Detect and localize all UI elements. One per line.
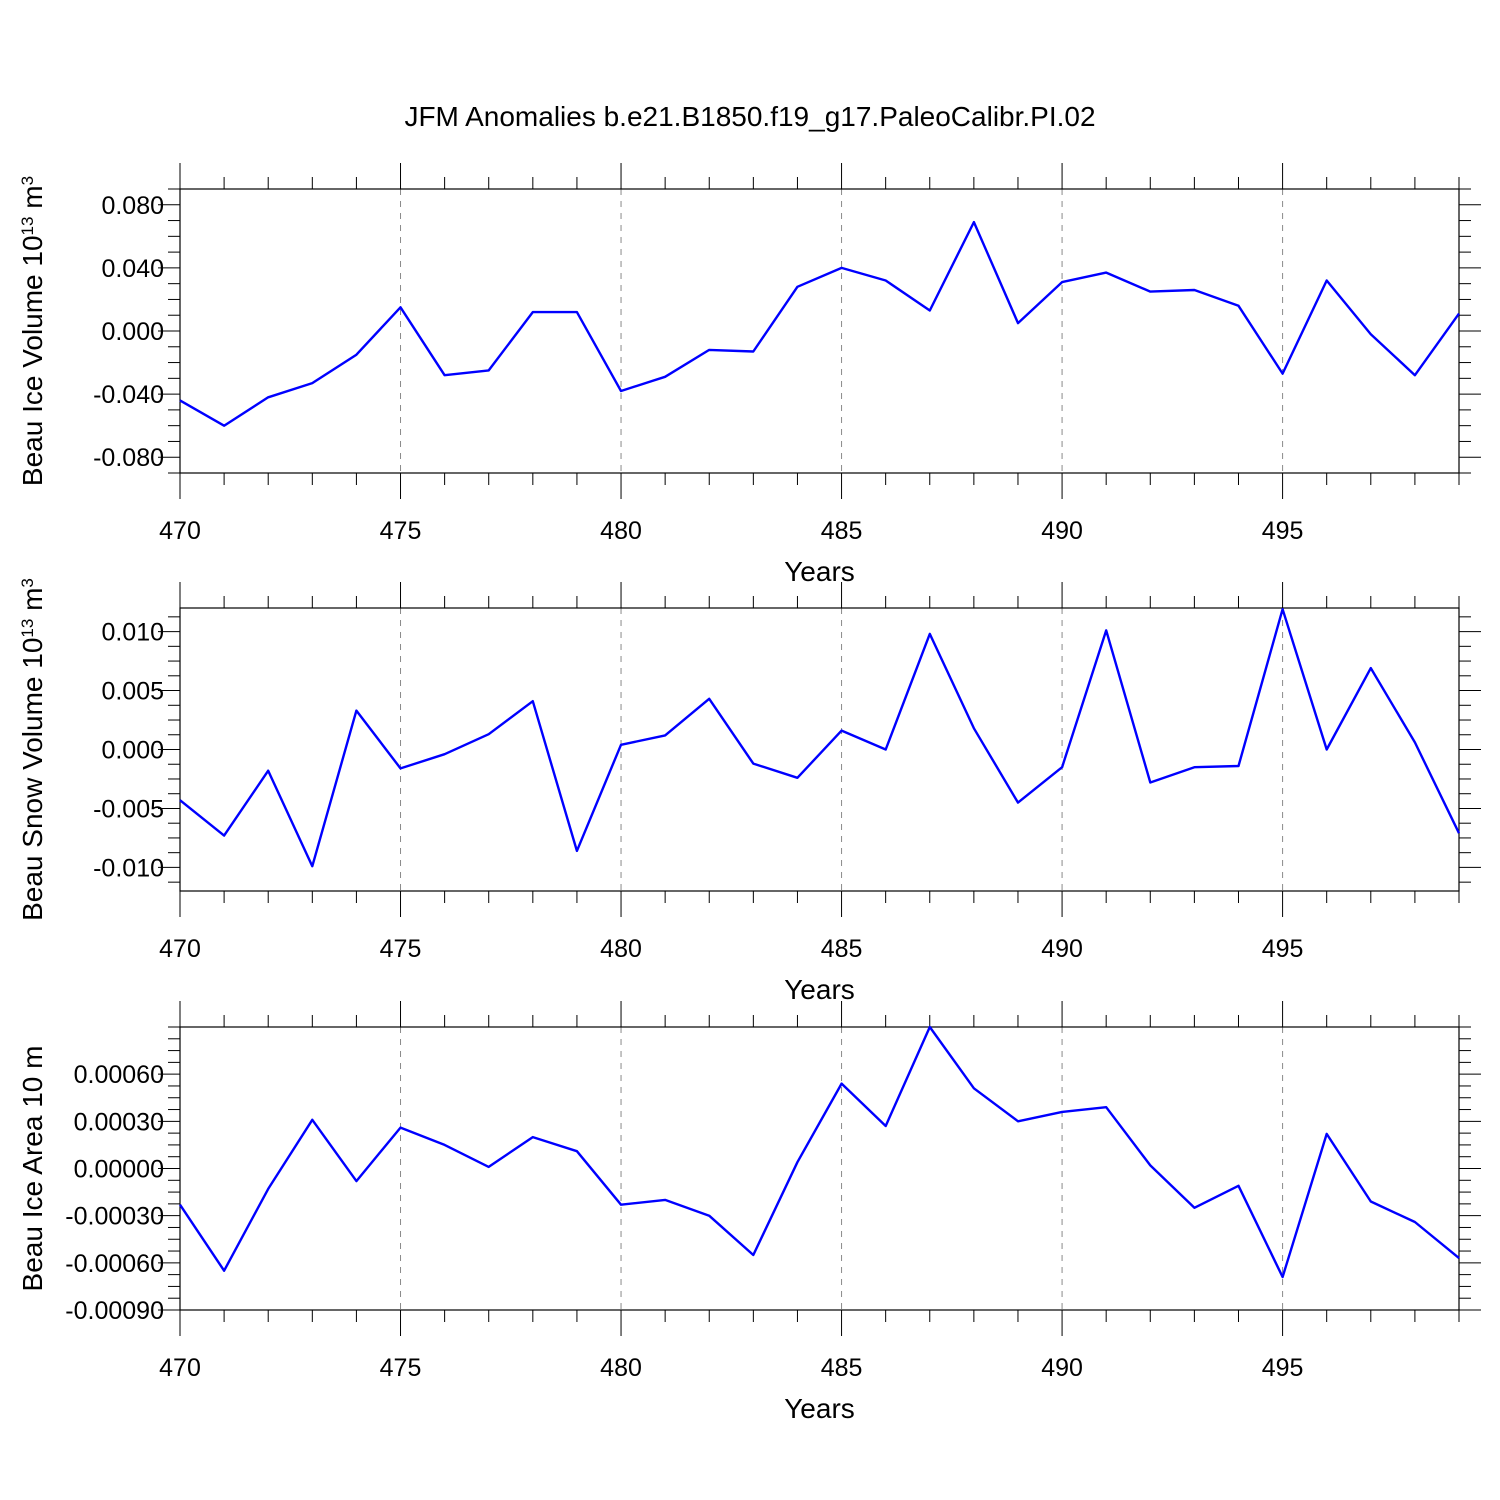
y-axis-label-superscript: 13	[18, 619, 37, 638]
y-tick-label: 0.00060	[74, 1061, 164, 1089]
y-axis-label-part: m	[17, 1046, 48, 1077]
y-axis-label-part: m	[17, 588, 48, 619]
y-tick-label: 0.000	[101, 737, 164, 765]
y-tick-label: 0.080	[101, 192, 164, 220]
y-axis-label-superscript: 3	[18, 176, 37, 185]
x-tick-label: 485	[821, 1354, 863, 1382]
x-axis-label: Years	[784, 974, 855, 1005]
x-axis-label: Years	[784, 1393, 855, 1424]
y-axis-label-group: Beau Ice Volume 1013 m3	[17, 176, 48, 486]
x-tick-label: 475	[380, 517, 422, 545]
y-tick-label: 0.040	[101, 255, 164, 283]
plot-frame	[179, 188, 1460, 474]
panels: 470 475 480 485 490 495 Years -0.080 -0.040 0.000…	[17, 163, 1481, 1424]
x-tick-label: 475	[380, 935, 422, 963]
x-axis-label: Years	[784, 556, 855, 587]
chart-panel-3: 470 475 480 485 490 495 Years -0.00090 -0.00060 -…	[17, 1001, 1481, 1424]
plot-frame	[179, 1026, 1460, 1311]
x-tick-label: 490	[1041, 1354, 1083, 1382]
y-axis-label-superscript: 3	[18, 578, 37, 587]
data-series-line	[179, 608, 1461, 868]
x-tick-label: 495	[1262, 1354, 1304, 1382]
y-tick-label: 0.00000	[74, 1156, 164, 1184]
x-tick-label: 470	[159, 935, 201, 963]
x-tick-label: 470	[159, 517, 201, 545]
y-axis-label: Beau Ice Area 10 m	[17, 1046, 48, 1292]
y-tick-label: 0.000	[101, 318, 164, 346]
x-tick-label: 475	[380, 1354, 422, 1382]
y-tick-label: -0.010	[93, 854, 164, 882]
y-tick-label: -0.00060	[65, 1250, 164, 1278]
y-tick-label: 0.010	[101, 619, 164, 647]
y-tick-label: -0.00090	[65, 1297, 164, 1325]
x-tick-label: 490	[1041, 935, 1083, 963]
data-series-line	[179, 1025, 1460, 1279]
x-tick-label: 470	[159, 1354, 201, 1382]
data-series-line	[179, 220, 1460, 427]
x-tick-label: 480	[600, 1354, 642, 1382]
y-axis-label-group: Beau Snow Volume 1013 m3	[17, 578, 48, 921]
x-tick-label: 495	[1262, 517, 1304, 545]
figure-title: JFM Anomalies b.e21.B1850.f19_g17.PaleoC…	[404, 101, 1095, 132]
y-tick-label: -0.00030	[65, 1203, 164, 1231]
y-tick-label: -0.080	[93, 444, 164, 472]
y-axis-label: Beau Snow Volume 1013 m3	[17, 578, 48, 921]
x-tick-label: 495	[1262, 935, 1304, 963]
y-axis-label: Beau Ice Volume 1013 m3	[17, 176, 48, 486]
y-tick-label: 0.005	[101, 678, 164, 706]
x-tick-label: 485	[821, 517, 863, 545]
y-axis-label-part: m	[17, 185, 48, 216]
x-tick-label: 480	[600, 517, 642, 545]
y-axis-label-part: Beau Ice Area 10	[17, 1077, 48, 1292]
y-axis-label-superscript: 13	[18, 217, 37, 236]
y-axis-label-part: Beau Snow Volume 10	[17, 638, 48, 921]
x-tick-label: 485	[821, 935, 863, 963]
y-axis-label-group: Beau Ice Area 10 m	[17, 1046, 48, 1292]
y-axis-label-part: Beau Ice Volume 10	[17, 235, 48, 486]
y-tick-label: -0.005	[93, 795, 164, 823]
y-tick-label: -0.040	[93, 381, 164, 409]
chart-panel-1: 470 475 480 485 490 495 Years -0.080 -0.040 0.000…	[17, 163, 1481, 587]
x-tick-label: 480	[600, 935, 642, 963]
plot-frame	[179, 607, 1460, 892]
chart-panel-2: 470 475 480 485 490 495 Years -0.010 -0.005 0.000…	[17, 578, 1481, 1005]
y-tick-label: 0.00030	[74, 1108, 164, 1136]
x-tick-label: 490	[1041, 517, 1083, 545]
